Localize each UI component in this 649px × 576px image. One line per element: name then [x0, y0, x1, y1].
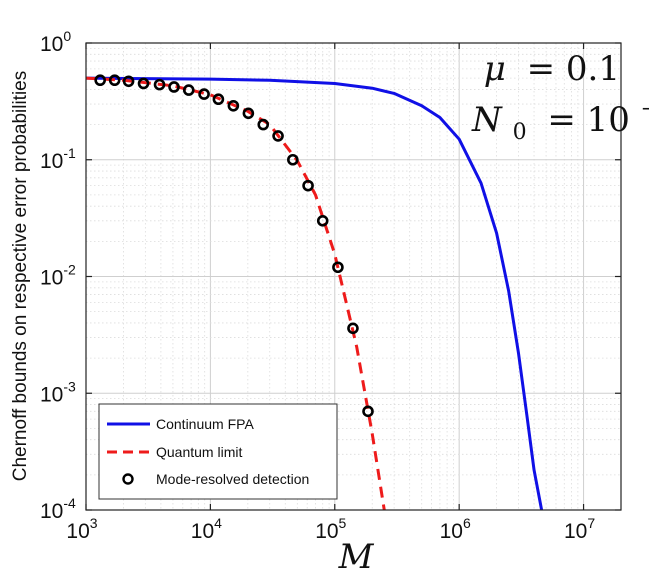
x-tick-label-exp: 4 [214, 515, 222, 531]
data-point-mode-resolved [362, 405, 374, 418]
x-tick-label: 104 [191, 515, 222, 543]
x-axis-label: M [338, 537, 375, 576]
x-tick-label-exp: 6 [463, 515, 471, 531]
y-tick-label: 10-4 [40, 495, 76, 523]
legend-label-continuum: Continuum FPA [156, 416, 254, 432]
series-mode-resolved-markers [94, 74, 374, 418]
x-tick-label-base: 10 [440, 520, 463, 543]
x-tick-label: 103 [66, 515, 97, 543]
y-tick-label-exp: -3 [63, 378, 76, 394]
data-point-mode-resolved [302, 179, 314, 192]
data-point-mode-resolved [257, 118, 270, 131]
data-point-mode-resolved [182, 84, 195, 96]
y-tick-label: 10-3 [40, 378, 76, 406]
y-tick-label-exp: -1 [63, 145, 76, 161]
annotation-mu-value: = 0.1 [527, 49, 620, 89]
y-tick-label-base: 10 [40, 383, 63, 406]
data-point-mode-resolved [137, 77, 150, 90]
data-point-mode-resolved [198, 88, 210, 100]
data-point-mode-resolved [108, 74, 121, 87]
annotation-mu: μ = 0.1 [484, 49, 620, 89]
data-point-mode-resolved [212, 93, 225, 106]
legend-label-mode-resolved: Mode-resolved detection [156, 471, 309, 487]
x-tick-label-exp: 5 [339, 515, 347, 531]
y-tick-label-base: 10 [40, 33, 63, 56]
y-tick-label-exp: -4 [63, 495, 76, 511]
x-tick-label-base: 10 [66, 520, 89, 543]
annotation-n0-sub: 0 [513, 120, 527, 145]
x-tick-label-base: 10 [564, 520, 587, 543]
data-point-mode-resolved [153, 78, 166, 91]
x-tick-label: 105 [315, 515, 346, 543]
annotation-n0-symbol: N [471, 100, 503, 140]
x-tick-label-base: 10 [191, 520, 214, 543]
data-point-mode-resolved [287, 153, 299, 166]
data-point-mode-resolved [168, 81, 180, 93]
y-tick-label-base: 10 [40, 267, 63, 290]
svg-text:N 0 = 10 −3: N 0 = 10 −3 [471, 96, 649, 148]
annotation-n0-exp: −3 [641, 96, 649, 120]
data-point-mode-resolved [94, 74, 106, 87]
y-tick-label-base: 10 [40, 150, 63, 173]
data-point-mode-resolved [227, 99, 240, 112]
y-tick-label: 10-1 [40, 145, 76, 173]
annotation-mu-symbol: μ [484, 49, 506, 89]
x-tick-label-exp: 3 [90, 515, 98, 531]
x-tick-label: 106 [440, 515, 471, 543]
data-point-mode-resolved [242, 107, 255, 120]
data-point-mode-resolved [122, 75, 135, 88]
series-continuum-fpa-line [86, 76, 544, 510]
x-tick-label: 107 [564, 515, 595, 543]
data-point-mode-resolved [272, 130, 284, 142]
legend: Continuum FPA Quantum limit Mode-resolve… [98, 403, 338, 500]
x-tick-label-exp: 7 [587, 515, 595, 531]
data-point-mode-resolved [347, 322, 359, 335]
y-tick-label: 100 [40, 28, 71, 56]
y-tick-label: 10-2 [40, 262, 76, 290]
data-point-mode-resolved [332, 261, 344, 274]
y-tick-label-exp: 0 [63, 28, 71, 44]
legend-label-quantum: Quantum limit [156, 444, 242, 460]
x-tick-label-base: 10 [315, 520, 338, 543]
annotation-n0: N 0 = 10 −3 [471, 96, 649, 148]
y-tick-label-exp: -2 [63, 262, 76, 278]
data-point-mode-resolved [316, 214, 329, 227]
svg-text:μ = 0.1: μ = 0.1 [484, 49, 620, 89]
legend-marker-mode-resolved [122, 473, 134, 485]
annotation-n0-value: = 10 [547, 100, 630, 140]
series-layer [86, 74, 544, 510]
legend-box [98, 403, 338, 500]
y-axis-label: Chernoff bounds on respective error prob… [10, 71, 31, 482]
y-tick-label-base: 10 [40, 500, 63, 523]
